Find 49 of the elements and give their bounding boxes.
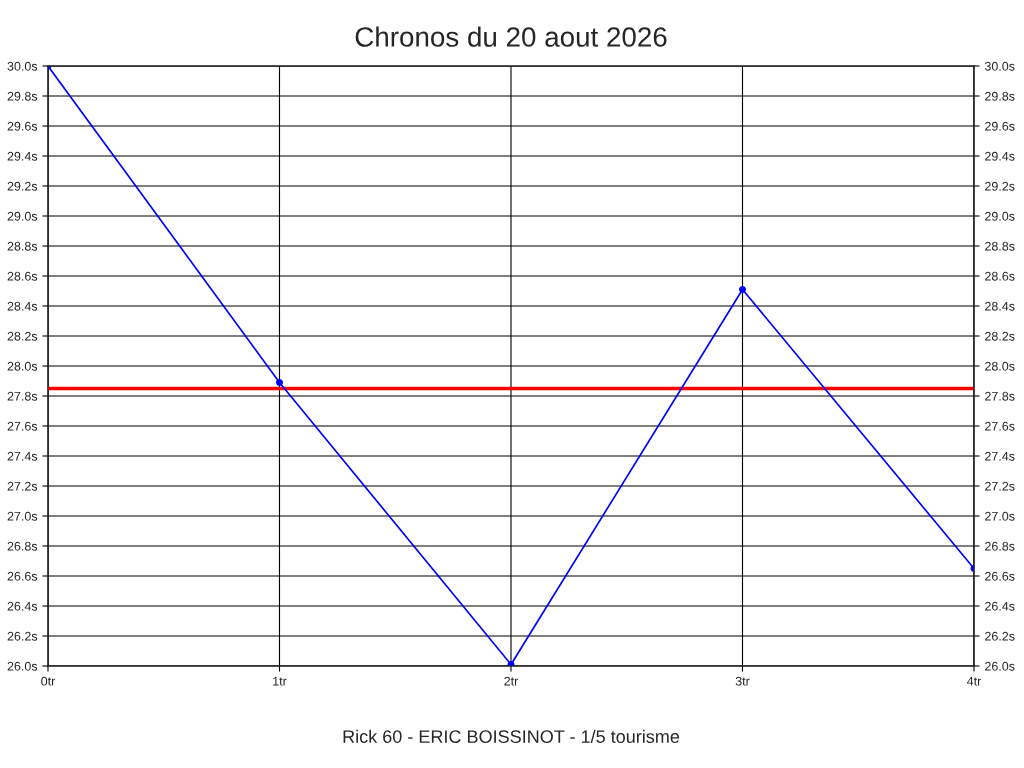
y2-tick-label: 27.8s — [985, 391, 1015, 401]
y2-tick-label: 27.6s — [985, 421, 1015, 431]
y-tick-label: 28.6s — [7, 271, 38, 281]
y-tick-label: 26.0s — [7, 661, 38, 671]
y2-tick-label: 29.0s — [985, 211, 1015, 221]
y-tick-label: 27.4s — [7, 451, 38, 461]
y-tick-label: 29.0s — [7, 211, 38, 221]
y2-tick-label: 28.2s — [985, 331, 1015, 341]
y-tick-label: 29.6s — [7, 121, 38, 131]
y-tick-label: 28.0s — [7, 361, 38, 371]
y-tick-label: 28.4s — [7, 301, 38, 311]
y-tick-label: 27.2s — [7, 481, 38, 491]
y2-tick-label: 27.2s — [985, 481, 1015, 491]
y2-tick-label: 26.8s — [985, 541, 1015, 551]
chart-title: Chronos du 20 aout 2026 — [355, 26, 667, 47]
y2-tick-label: 30.0s — [984, 61, 1015, 71]
y-tick-label: 28.2s — [7, 331, 38, 341]
y2-tick-label: 29.6s — [985, 121, 1015, 131]
y-tick-label: 26.4s — [7, 601, 38, 611]
x-tick-label: 1tr — [273, 676, 287, 686]
y-tick-label: 27.8s — [7, 391, 38, 401]
y2-tick-label: 26.6s — [985, 571, 1015, 581]
y-tick-label: 29.2s — [7, 181, 38, 191]
y2-tick-label: 28.6s — [985, 271, 1015, 281]
y2-tick-label: 28.8s — [985, 241, 1015, 251]
y2-tick-label: 28.0s — [985, 361, 1015, 371]
x-tick-label: 4tr — [966, 676, 982, 686]
y2-tick-label: 26.0s — [985, 661, 1015, 671]
y-tick-label: 27.0s — [7, 511, 38, 521]
y2-tick-label: 27.4s — [985, 451, 1015, 461]
y2-tick-label: 26.2s — [985, 631, 1015, 641]
x-tick-label: 3tr — [735, 676, 750, 686]
y-tick-label: 26.6s — [7, 571, 38, 581]
y2-tick-label: 27.0s — [985, 511, 1015, 521]
y2-tick-label: 29.8s — [985, 91, 1015, 101]
y-tick-label: 28.8s — [7, 241, 38, 251]
y-tick-label: 26.2s — [7, 631, 38, 641]
y-tick-label: 26.8s — [7, 541, 38, 551]
y-tick-label: 30.0s — [7, 61, 38, 71]
y2-tick-label: 26.4s — [985, 601, 1015, 611]
y2-tick-label: 28.4s — [985, 301, 1015, 311]
y-tick-label: 29.8s — [7, 91, 38, 101]
y2-tick-label: 29.2s — [985, 181, 1015, 191]
y2-tick-label: 29.4s — [985, 151, 1015, 161]
x-axis-title: Rick 60 - ERIC BOISSINOT - 1/5 tourisme — [343, 729, 680, 743]
y-tick-label: 27.6s — [7, 421, 38, 431]
x-tick-label: 0tr — [41, 676, 56, 686]
y-tick-label: 29.4s — [7, 151, 38, 161]
x-tick-label: 2tr — [504, 676, 519, 686]
